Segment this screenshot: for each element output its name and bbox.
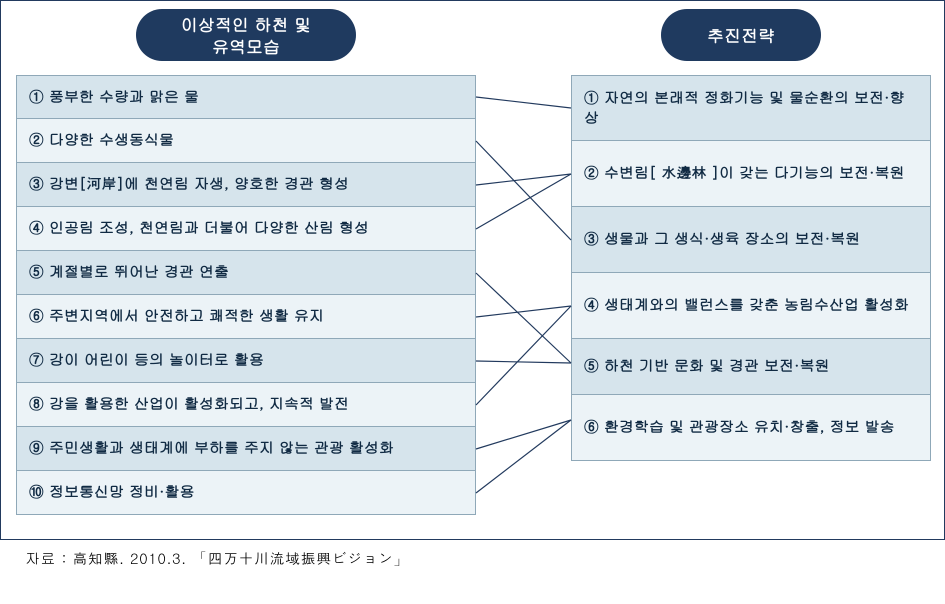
left-row: ⑤ 계절별로 뛰어난 경관 연출 [16,251,476,295]
right-header-text: 추진전략 [707,24,775,46]
right-header-pill: 추진전략 [661,9,821,61]
left-row: ⑧ 강을 활용한 산업이 활성화되고, 지속적 발전 [16,383,476,427]
left-row: ② 다양한 수생동식물 [16,119,476,163]
right-row: ⑥ 환경학습 및 관광장소 유치·창출, 정보 발송 [571,395,931,461]
left-row: ⑩ 정보통신망 정비·활용 [16,471,476,515]
right-column: ① 자연의 본래적 정화기능 및 물순환의 보전·향상② 수변림[ 水邊林 ]이… [571,75,931,461]
right-row: ① 자연의 본래적 정화기능 및 물순환의 보전·향상 [571,75,931,141]
left-row: ③ 강변[河岸]에 천연림 자생, 양호한 경관 형성 [16,163,476,207]
right-row: ③ 생물과 그 생식·생육 장소의 보전·복원 [571,207,931,273]
left-column: ① 풍부한 수량과 맑은 물② 다양한 수생동식물③ 강변[河岸]에 천연림 자… [16,75,476,515]
right-row: ② 수변림[ 水邊林 ]이 갖는 다기능의 보전·복원 [571,141,931,207]
left-row: ⑥ 주변지역에서 안전하고 쾌적한 생활 유지 [16,295,476,339]
right-row: ⑤ 하천 기반 문화 및 경관 보전·복원 [571,339,931,395]
left-row: ④ 인공림 조성, 천연림과 더불어 다양한 산림 형성 [16,207,476,251]
source-citation-text: 자료 : 高知縣. 2010.3. 「四万十川流域振興ビジョン」 [25,548,409,569]
right-row: ④ 생태계와의 밸런스를 갖춘 농림수산업 활성화 [571,273,931,339]
left-row: ⑨ 주민생활과 생태계에 부하를 주지 않는 관광 활성화 [16,427,476,471]
left-header-text: 이상적인 하천 및유역모습 [181,13,311,57]
left-header-pill: 이상적인 하천 및유역모습 [136,9,356,61]
diagram-frame: 이상적인 하천 및유역모습 추진전략 ① 풍부한 수량과 맑은 물② 다양한 수… [0,0,945,540]
source-citation: 자료 : 高知縣. 2010.3. 「四万十川流域振興ビジョン」 [25,548,409,569]
left-row: ① 풍부한 수량과 맑은 물 [16,75,476,119]
left-row: ⑦ 강이 어린이 등의 놀이터로 활용 [16,339,476,383]
